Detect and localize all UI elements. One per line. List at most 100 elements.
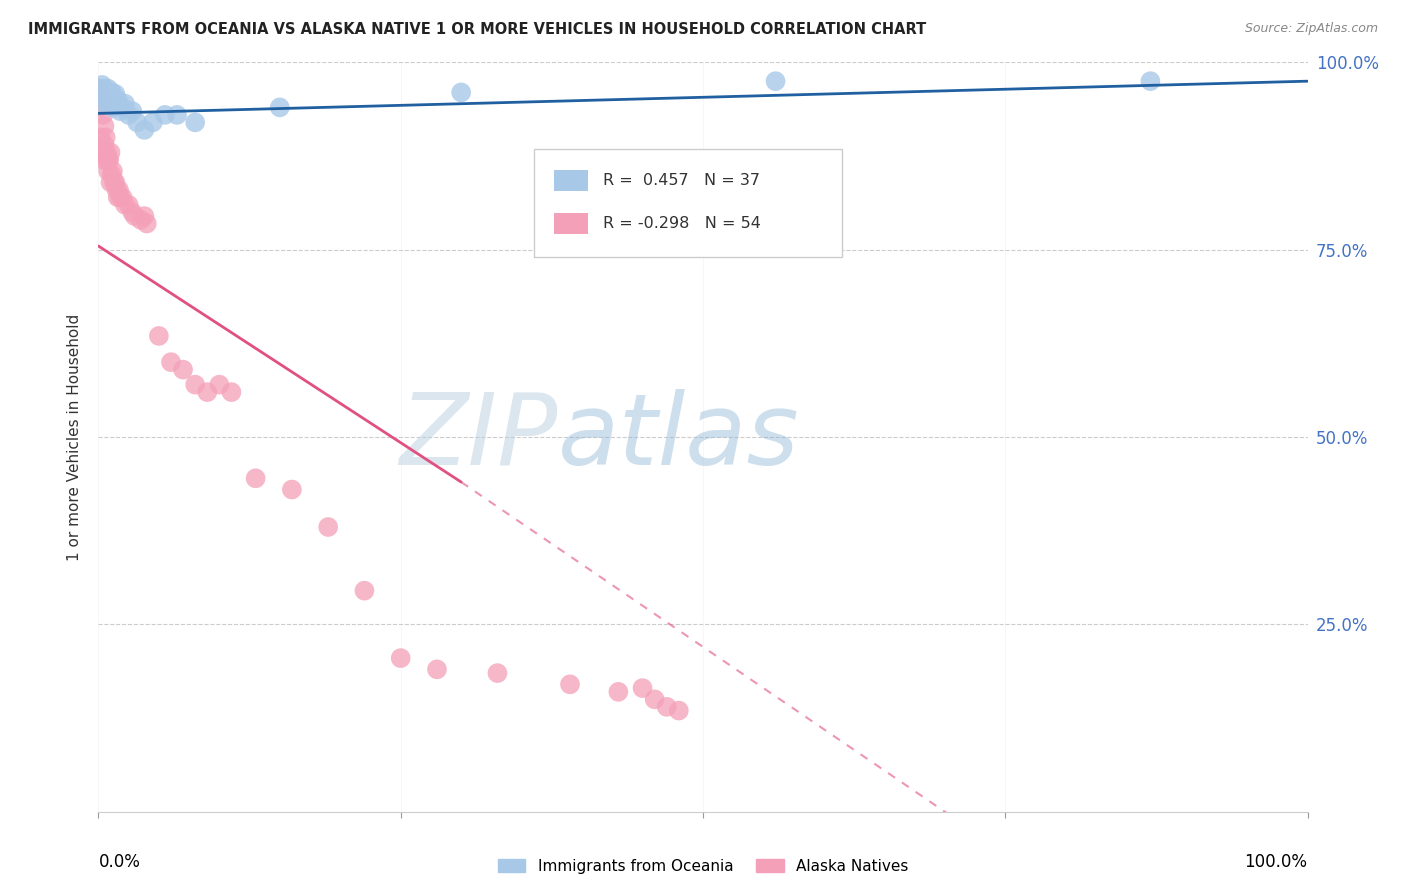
Point [655, 699, 678, 714]
Text: R =  0.457   N = 37: R = 0.457 N = 37 [603, 173, 759, 188]
Point [765, 74, 787, 88]
Point [101, 100, 124, 114]
Point [114, 198, 136, 212]
Point [100, 86, 122, 100]
Point [166, 108, 188, 122]
Point [93, 137, 115, 152]
Point [97, 81, 120, 95]
Point [104, 175, 127, 189]
Point [108, 104, 131, 119]
Point [91, 84, 114, 98]
Point [94, 130, 117, 145]
Point [103, 93, 125, 107]
FancyBboxPatch shape [534, 149, 842, 257]
Point [135, 217, 157, 231]
Bar [554, 213, 588, 234]
Point [97, 164, 120, 178]
Point [93, 89, 115, 103]
Point [134, 209, 156, 223]
Point [450, 86, 472, 100]
Point [103, 175, 125, 189]
Point [91, 89, 114, 103]
Point [269, 100, 291, 114]
Point [172, 362, 194, 376]
Point [111, 190, 134, 204]
Point [486, 666, 509, 681]
Point [108, 190, 131, 204]
Point [108, 183, 131, 197]
Point [89, 81, 111, 95]
Point [184, 377, 207, 392]
Point [558, 677, 581, 691]
Point [644, 692, 666, 706]
Point [127, 115, 149, 129]
Text: 100.0%: 100.0% [1244, 853, 1308, 871]
Point [111, 100, 134, 114]
Text: IMMIGRANTS FROM OCEANIA VS ALASKA NATIVE 1 OR MORE VEHICLES IN HOUSEHOLD CORRELA: IMMIGRANTS FROM OCEANIA VS ALASKA NATIVE… [28, 22, 927, 37]
Point [160, 355, 183, 369]
Point [101, 164, 124, 178]
Point [91, 108, 114, 122]
Point [91, 78, 114, 92]
Point [668, 704, 690, 718]
Point [142, 115, 165, 129]
Text: ZIP: ZIP [399, 389, 558, 485]
Point [98, 96, 121, 111]
Point [121, 104, 143, 119]
Point [90, 86, 112, 100]
Point [129, 212, 152, 227]
Point [124, 209, 146, 223]
Point [148, 329, 170, 343]
Point [97, 153, 120, 167]
Point [631, 681, 654, 695]
Point [91, 145, 114, 160]
Point [607, 685, 630, 699]
Point [100, 145, 122, 160]
Point [426, 662, 449, 676]
Point [195, 385, 218, 400]
Point [134, 123, 156, 137]
Point [90, 130, 112, 145]
Point [96, 153, 118, 167]
Point [100, 168, 122, 182]
Point [114, 96, 136, 111]
Point [107, 190, 129, 204]
Point [94, 93, 117, 107]
Point [104, 87, 127, 101]
Legend: Immigrants from Oceania, Alaska Natives: Immigrants from Oceania, Alaska Natives [492, 853, 914, 880]
Point [94, 86, 117, 100]
Point [105, 183, 128, 197]
Bar [554, 170, 588, 191]
Point [96, 86, 118, 100]
Point [100, 175, 122, 189]
Point [90, 81, 112, 95]
Point [91, 153, 114, 167]
Point [389, 651, 412, 665]
Point [118, 198, 141, 212]
Point [281, 483, 304, 497]
Text: Source: ZipAtlas.com: Source: ZipAtlas.com [1244, 22, 1378, 36]
Point [107, 93, 129, 107]
Point [89, 96, 111, 111]
Point [93, 81, 115, 95]
Point [316, 520, 339, 534]
Point [89, 100, 111, 114]
Text: R = -0.298   N = 54: R = -0.298 N = 54 [603, 216, 761, 231]
Point [90, 89, 112, 103]
Point [118, 108, 141, 122]
Point [93, 119, 115, 133]
Text: atlas: atlas [558, 389, 800, 485]
Point [91, 87, 114, 101]
Point [97, 87, 120, 101]
Point [221, 385, 243, 400]
Point [121, 205, 143, 219]
Point [91, 96, 114, 111]
Point [96, 145, 118, 160]
Y-axis label: 1 or more Vehicles in Household: 1 or more Vehicles in Household [67, 313, 83, 561]
Point [353, 583, 375, 598]
Point [1139, 74, 1161, 88]
Text: 0.0%: 0.0% [98, 853, 141, 871]
Point [153, 108, 176, 122]
Point [100, 89, 122, 103]
Point [245, 471, 267, 485]
